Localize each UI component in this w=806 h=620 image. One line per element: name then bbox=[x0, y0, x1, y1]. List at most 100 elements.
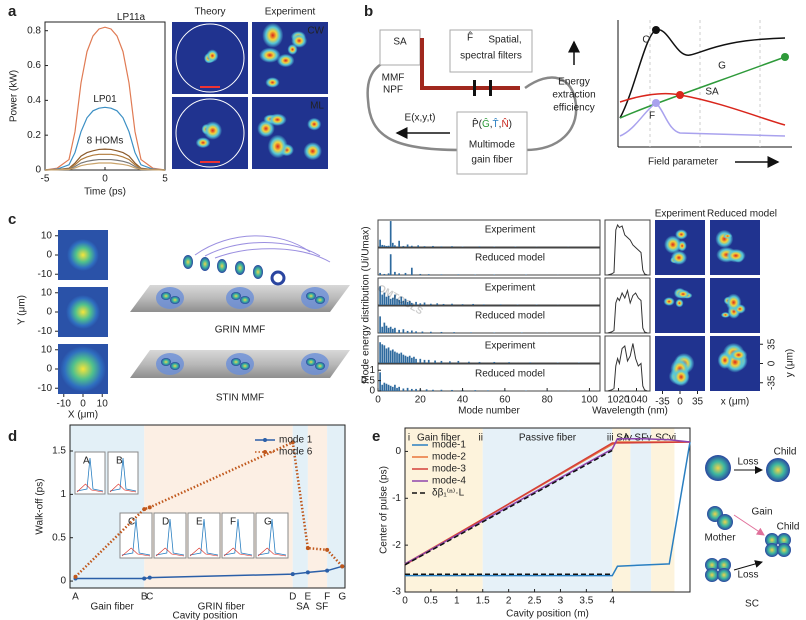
inset-trace bbox=[155, 547, 185, 557]
fiber-label: STIN MMF bbox=[216, 393, 264, 404]
region-label: SC bbox=[655, 433, 669, 444]
bar bbox=[474, 390, 477, 391]
bar bbox=[389, 326, 392, 333]
x-tick-label: 0.5 bbox=[424, 596, 438, 607]
bar bbox=[379, 272, 381, 275]
bar bbox=[427, 359, 430, 363]
bar bbox=[410, 245, 413, 247]
x-tick-label: 35 bbox=[692, 397, 704, 408]
x-axis-label: Wavelength (nm) bbox=[592, 406, 668, 417]
mode-pattern bbox=[717, 568, 731, 582]
inset-label: D bbox=[162, 517, 169, 528]
bar bbox=[402, 245, 405, 247]
x-tick-label: 0 bbox=[375, 395, 381, 406]
y-axis-label: Mode energy distribution (Ui/Umax) bbox=[361, 226, 372, 383]
mode-pattern bbox=[705, 568, 719, 582]
loss-label: Loss bbox=[737, 457, 758, 468]
x-axis-label: Field parameter bbox=[648, 157, 719, 168]
speckle bbox=[670, 250, 688, 265]
y-tick-label: -10 bbox=[38, 383, 53, 394]
inset-trace bbox=[257, 518, 287, 556]
y-axis-label: Center of pulse (ps) bbox=[379, 466, 390, 554]
bar bbox=[387, 327, 390, 333]
y-tick-label: 0.6 bbox=[27, 60, 41, 71]
speckle bbox=[717, 351, 733, 369]
region-band bbox=[612, 428, 631, 592]
point bbox=[290, 572, 295, 577]
speckle bbox=[291, 33, 308, 48]
y-tick-label: -2 bbox=[392, 540, 401, 551]
bar bbox=[457, 360, 460, 363]
x-tick-label: 1.5 bbox=[476, 596, 490, 607]
region-label: SA bbox=[296, 602, 310, 613]
gain-operator-part: ) bbox=[509, 119, 512, 130]
bar bbox=[391, 386, 394, 391]
child-label: Child bbox=[777, 522, 800, 533]
bar bbox=[394, 245, 396, 247]
bar bbox=[415, 358, 417, 363]
plot-frame bbox=[377, 247, 601, 276]
bar bbox=[419, 303, 422, 305]
plot-frame bbox=[377, 219, 601, 248]
mode-icon bbox=[200, 257, 210, 271]
bar bbox=[408, 300, 411, 305]
y-tick-label: 0 bbox=[369, 386, 375, 397]
x-axis-label: Mode number bbox=[458, 406, 520, 417]
gain-operator-part: , bbox=[490, 119, 493, 130]
x-tick-label: -10 bbox=[57, 399, 72, 410]
bar bbox=[391, 349, 394, 363]
speckle bbox=[267, 134, 288, 159]
speckle bbox=[677, 240, 687, 252]
speckle bbox=[206, 49, 219, 63]
bar bbox=[391, 297, 394, 305]
x-tick-label: 1 bbox=[454, 596, 460, 607]
x-tick-label: 2 bbox=[506, 596, 512, 607]
plot-frame bbox=[69, 424, 346, 589]
bar bbox=[440, 274, 443, 275]
bar bbox=[457, 274, 460, 275]
x-tick-label: 80 bbox=[542, 395, 554, 406]
inset-trace bbox=[109, 457, 137, 492]
y-axis-label: extraction bbox=[552, 90, 595, 101]
bar bbox=[408, 355, 411, 363]
y-axis-label: efficiency bbox=[553, 103, 595, 114]
legend-label: δβ₁⁽ⁿ⁾·L bbox=[432, 488, 465, 499]
gain-operator-part: N̂ bbox=[501, 116, 508, 130]
point bbox=[73, 574, 78, 579]
inset-trace bbox=[189, 547, 219, 557]
y-tick-label: -10 bbox=[38, 269, 53, 280]
y-tick-label: 0 bbox=[35, 165, 41, 176]
region-label: Gain fiber bbox=[90, 602, 134, 613]
bar bbox=[394, 384, 396, 391]
region-boundary: v bbox=[647, 433, 652, 444]
bar bbox=[379, 286, 381, 305]
bar bbox=[406, 356, 409, 363]
image-title: Experiment bbox=[265, 7, 316, 18]
inset-trace bbox=[223, 518, 253, 556]
arc bbox=[194, 235, 311, 256]
bar bbox=[383, 292, 386, 305]
bar bbox=[440, 331, 443, 333]
mother-label: Mother bbox=[704, 533, 736, 544]
subplot-title: Experiment bbox=[485, 225, 536, 236]
gain-operator: P̂(Ĝ,T̂,N̂) bbox=[472, 116, 512, 130]
bar bbox=[430, 331, 432, 333]
x-axis-label: Cavity position (m) bbox=[506, 609, 589, 620]
legend-label: mode-4 bbox=[432, 476, 466, 487]
bar bbox=[410, 388, 413, 391]
legend-swatch bbox=[263, 450, 267, 454]
speckle bbox=[257, 119, 275, 138]
bar bbox=[394, 327, 396, 333]
bar bbox=[404, 355, 407, 363]
bar bbox=[415, 301, 417, 305]
bar bbox=[389, 221, 392, 247]
bar bbox=[398, 329, 400, 333]
mode-blob bbox=[306, 292, 316, 300]
sc-label: SC bbox=[745, 599, 759, 610]
gain-fiber-label: Multimode bbox=[469, 140, 516, 151]
x-tick-label: 0 bbox=[102, 174, 108, 185]
filter-bar bbox=[489, 80, 492, 96]
bar bbox=[400, 296, 403, 305]
series-line bbox=[44, 106, 166, 171]
